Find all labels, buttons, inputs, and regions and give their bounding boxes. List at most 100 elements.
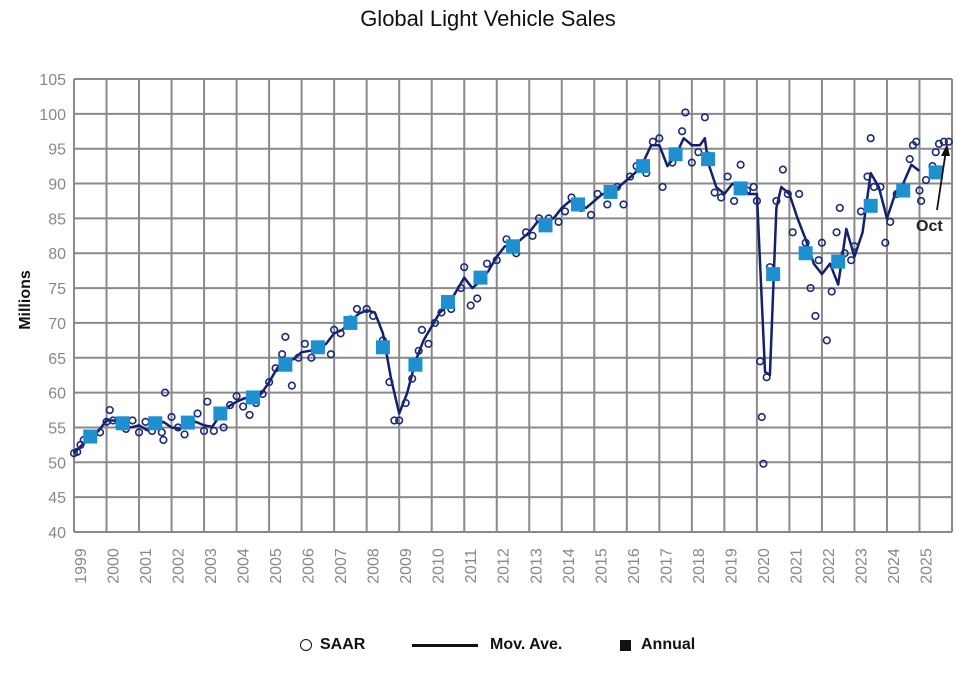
saar-point [856, 207, 866, 216]
saar-point [492, 256, 501, 265]
y-tick-label: 85 [48, 211, 66, 228]
saar-point [832, 228, 841, 237]
x-tick-label: 2001 [138, 548, 155, 584]
saar-point [749, 182, 758, 192]
saar-point [586, 210, 596, 219]
saar-point [238, 402, 248, 411]
saar-point [330, 325, 339, 334]
saar-point [710, 188, 719, 197]
saar-point [806, 283, 815, 293]
saar-point [300, 339, 309, 348]
x-tick-label: 2004 [236, 548, 253, 584]
annual-point [83, 429, 98, 444]
saar-point [278, 350, 287, 359]
y-tick-label: 40 [48, 525, 66, 542]
saar-point [265, 378, 274, 387]
legend-label: Mov. Ave. [490, 636, 563, 653]
legend-annual: Annual [620, 636, 695, 654]
annual-point [896, 183, 911, 198]
saar-point [866, 134, 875, 143]
y-tick-label: 60 [48, 386, 66, 403]
saar-point [408, 374, 417, 383]
x-tick-label: 2005 [268, 548, 285, 584]
saar-point [73, 447, 82, 456]
x-tick-label: 2018 [691, 548, 708, 584]
saar-point [245, 410, 254, 420]
annual-point [278, 357, 293, 372]
saar-point [869, 182, 879, 192]
x-tick-label: 2014 [561, 548, 578, 584]
saar-point [326, 350, 335, 359]
saar-point [762, 373, 771, 382]
x-tick-label: 2006 [301, 548, 318, 584]
saar-point [619, 200, 628, 209]
annual-point [766, 267, 781, 282]
annual-point [668, 147, 683, 162]
annual-point [831, 254, 846, 269]
series [69, 108, 953, 468]
saar-point [528, 231, 537, 240]
saar-point [473, 294, 482, 303]
saar-point [180, 430, 189, 439]
square-icon [620, 639, 631, 651]
x-tick-label: 2011 [463, 549, 480, 584]
x-tick-label: 2002 [171, 548, 188, 584]
saar-point [460, 263, 469, 272]
legend-mov-ave: Mov. Ave. [412, 636, 562, 654]
x-tick-label: 2016 [626, 548, 643, 584]
x-tick-label: 1999 [73, 548, 90, 584]
saar-point [778, 165, 788, 174]
saar-point [752, 196, 761, 206]
y-tick-label: 80 [48, 246, 66, 263]
annual-point [506, 239, 520, 254]
saar-point [385, 378, 394, 387]
saar-point [395, 416, 404, 425]
saar-point [886, 217, 895, 226]
saar-point [876, 182, 885, 192]
saar-point [554, 217, 563, 226]
saar-point [307, 353, 316, 362]
saar-point [921, 175, 931, 185]
x-tick-label: 2015 [593, 548, 610, 584]
saar-point [717, 193, 726, 202]
saar-point [424, 339, 433, 348]
saar-point [134, 428, 144, 437]
saar-point [694, 148, 703, 157]
saar-point [881, 238, 890, 247]
saar-point [756, 357, 765, 366]
y-tick-label: 75 [48, 281, 66, 298]
annual-point [473, 270, 488, 285]
saar-point [795, 189, 804, 199]
y-tick-label: 70 [48, 316, 66, 333]
saar-point [917, 196, 926, 206]
saar-point [944, 137, 953, 146]
saar-point [723, 172, 732, 181]
saar-point [362, 304, 371, 314]
oct-label: Oct [916, 218, 943, 235]
saar-point [817, 238, 827, 247]
x-tick-label: 2009 [398, 548, 415, 584]
saar-point [203, 397, 212, 406]
legend-label: SAAR [320, 636, 366, 653]
y-tick-label: 105 [39, 72, 66, 89]
annual-point [571, 197, 586, 212]
annual-point [928, 165, 943, 180]
annual-point [115, 416, 130, 431]
x-tick-label: 2019 [723, 548, 740, 584]
saar-point [159, 435, 168, 445]
x-tick-label: 2013 [528, 548, 545, 584]
x-tick-label: 2008 [366, 548, 383, 584]
saar-point [466, 301, 475, 310]
saar-point [141, 417, 150, 426]
saar-point [160, 388, 170, 397]
oct-arrow [936, 149, 947, 211]
saar-point [430, 318, 440, 328]
annual-point [343, 315, 358, 330]
y-tick-label: 45 [48, 490, 66, 507]
oct-arrowhead [941, 144, 950, 156]
annual-point [213, 406, 228, 421]
saar-point [482, 259, 492, 268]
saar-point [390, 416, 399, 425]
oct-annotation: Oct [916, 144, 950, 235]
